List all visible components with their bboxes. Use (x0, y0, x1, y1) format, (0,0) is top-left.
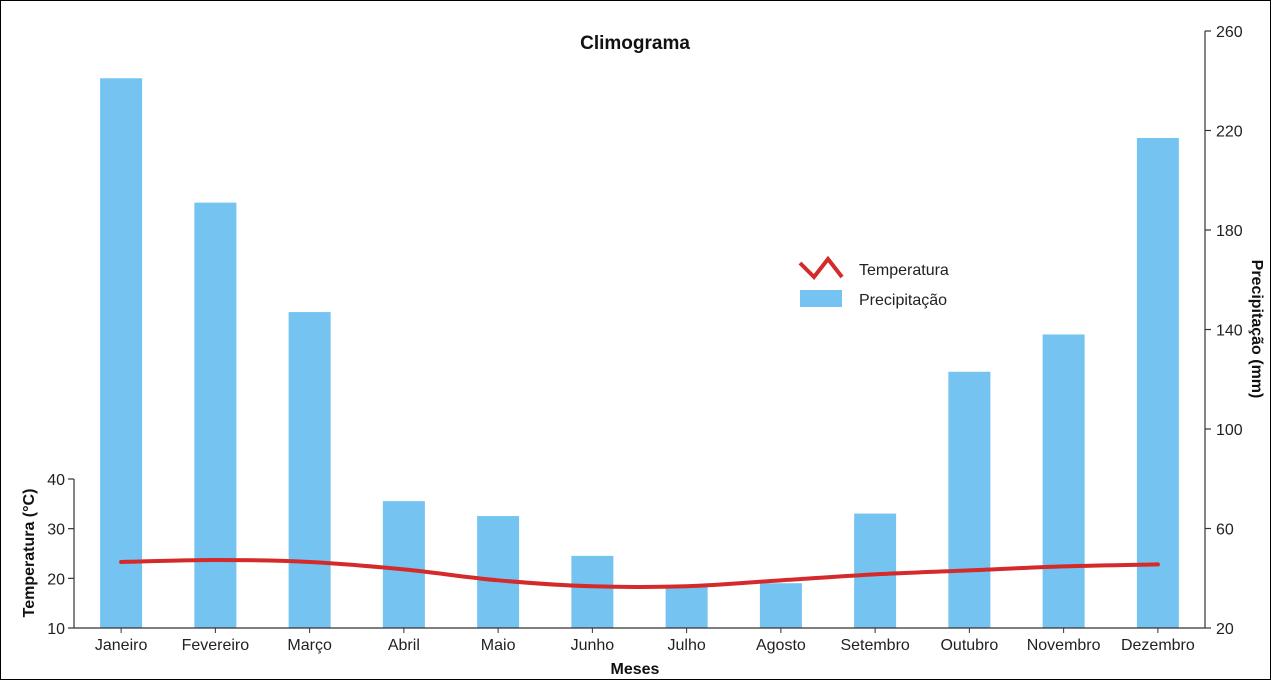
x-tick-label-julho: Julho (668, 637, 706, 654)
precipitation-bar-junho (571, 555, 614, 628)
precipitation-bar-outubro (948, 371, 991, 628)
precipitation-bar-janeiro (100, 78, 143, 628)
right-tick-label-100: 100 (1216, 422, 1243, 439)
right-tick-label-60: 60 (1216, 522, 1234, 539)
temperature-line-layer (119, 557, 1160, 590)
right-tick-label-180: 180 (1216, 223, 1243, 240)
left-tick-label-30: 30 (47, 522, 65, 539)
zigzag-line-icon (798, 255, 844, 281)
precipitation-bar-setembro (854, 513, 897, 628)
precipitation-bar-novembro (1042, 334, 1085, 628)
right-tick-label-20: 20 (1216, 621, 1234, 638)
bar-swatch-icon (800, 290, 842, 307)
precipitation-bar-agosto (759, 583, 802, 628)
x-tick-label-setembro: Setembro (840, 637, 909, 654)
left-tick-label-40: 40 (47, 472, 65, 489)
temperature-line (119, 557, 1160, 590)
precipitation-bar-março (288, 312, 331, 628)
precipitation-bar-fevereiro (194, 202, 237, 628)
precipitation-bar-maio (477, 516, 520, 628)
legend-label-precipitacao: Precipitação (859, 292, 947, 309)
x-tick-label-março: Março (287, 637, 332, 654)
x-tick-label-fevereiro: Fevereiro (182, 637, 250, 654)
right-tick-label-220: 220 (1216, 124, 1243, 141)
precipitation-bars (100, 78, 1179, 628)
precipitation-bar-abril (382, 501, 425, 628)
right-axis-ticks: 20 60 100 140 180 220 260 (1205, 24, 1243, 638)
x-tick-label-abril: Abril (388, 637, 420, 654)
left-axis-title: Temperatura (°C) (21, 489, 38, 618)
left-tick-label-20: 20 (47, 571, 65, 588)
right-tick-label-260: 260 (1216, 24, 1243, 41)
precipitation-bar-dezembro (1136, 137, 1179, 628)
chart-title: Climograma (580, 33, 690, 54)
x-tick-label-dezembro: Dezembro (1121, 637, 1195, 654)
left-axis-ticks: 10 20 30 40 (47, 472, 74, 638)
x-tick-label-junho: Junho (571, 637, 615, 654)
left-tick-label-10: 10 (47, 621, 65, 638)
x-tick-label-novembro: Novembro (1027, 637, 1101, 654)
precipitation-bar-julho (665, 585, 708, 628)
legend: Temperatura Precipitação (798, 255, 949, 309)
x-tick-label-agosto: Agosto (756, 637, 806, 654)
x-axis-title: Meses (611, 661, 660, 678)
legend-label-temperatura: Temperatura (859, 262, 949, 279)
x-tick-label-maio: Maio (481, 637, 516, 654)
right-axis-title: Precipitação (mm) (1248, 260, 1265, 399)
right-tick-label-140: 140 (1216, 323, 1243, 340)
x-axis-tick-labels: Janeiro Fevereiro Março Abril Maio Junho Julho… (95, 628, 1195, 654)
x-tick-label-janeiro: Janeiro (95, 637, 148, 654)
x-tick-label-outubro: Outubro (940, 637, 998, 654)
